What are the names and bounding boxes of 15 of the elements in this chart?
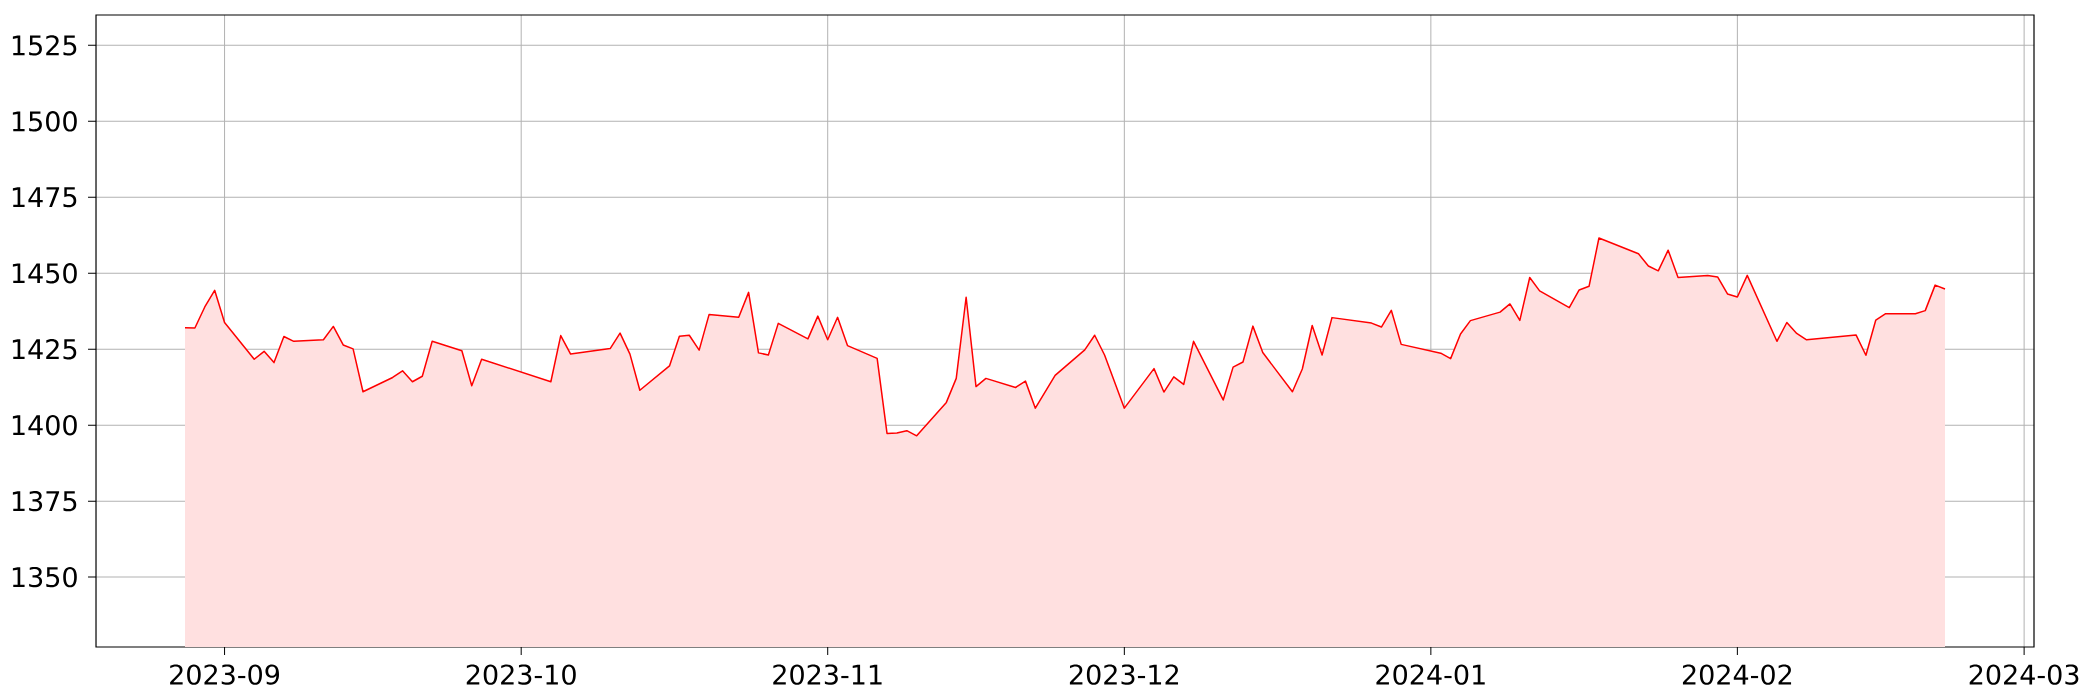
y-tick-label: 1425 <box>12 339 77 360</box>
x-tick-label: 2023-12 <box>1069 664 1179 685</box>
x-tick-label: 2023-10 <box>466 664 576 685</box>
x-tick-label: 2023-09 <box>170 664 280 685</box>
x-tick-label: 2024-02 <box>1682 664 1792 685</box>
x-tick-label: 2024-03 <box>1969 664 2079 685</box>
x-tick-label: 2024-01 <box>1376 664 1485 685</box>
y-tick-label: 1525 <box>12 35 77 56</box>
y-tick-label: 1475 <box>12 187 77 208</box>
y-tick-label: 1375 <box>12 490 77 512</box>
y-tick-label: 1450 <box>12 263 77 284</box>
x-tick-label: 2023-11 <box>773 664 882 685</box>
y-tick-label: 1350 <box>12 566 77 588</box>
y-tick-label: 1400 <box>12 414 77 436</box>
y-tick-label: 1500 <box>12 111 77 132</box>
